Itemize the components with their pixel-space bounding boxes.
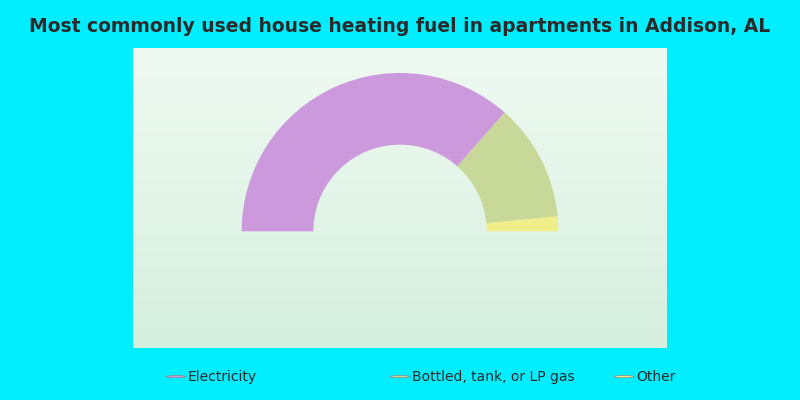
Text: Electricity: Electricity — [188, 370, 257, 384]
Ellipse shape — [390, 376, 410, 378]
Ellipse shape — [614, 376, 634, 378]
Wedge shape — [486, 216, 558, 231]
Text: Most commonly used house heating fuel in apartments in Addison, AL: Most commonly used house heating fuel in… — [30, 17, 770, 36]
Ellipse shape — [166, 376, 186, 378]
Wedge shape — [458, 112, 558, 223]
Text: Other: Other — [636, 370, 675, 384]
Text: Bottled, tank, or LP gas: Bottled, tank, or LP gas — [412, 370, 574, 384]
Wedge shape — [242, 73, 505, 231]
